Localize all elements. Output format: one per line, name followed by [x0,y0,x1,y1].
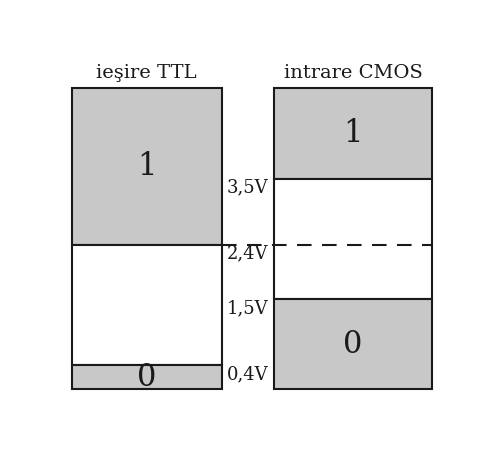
Text: 3,5V: 3,5V [227,179,268,197]
Text: 2,4V: 2,4V [227,245,268,263]
Bar [274,299,432,389]
Text: ieşire TTL: ieşire TTL [96,65,197,83]
Text: 0: 0 [137,362,156,393]
Text: 1: 1 [343,118,363,149]
Bar [274,179,432,299]
Text: intrare CMOS: intrare CMOS [284,65,423,83]
Bar [274,89,432,179]
Text: 1: 1 [137,151,156,182]
Text: 1,5V: 1,5V [227,299,268,317]
Text: 0,4V: 0,4V [227,365,268,383]
Text: 0: 0 [343,329,363,360]
Bar [72,365,222,389]
Bar [72,89,222,245]
Bar [72,245,222,365]
